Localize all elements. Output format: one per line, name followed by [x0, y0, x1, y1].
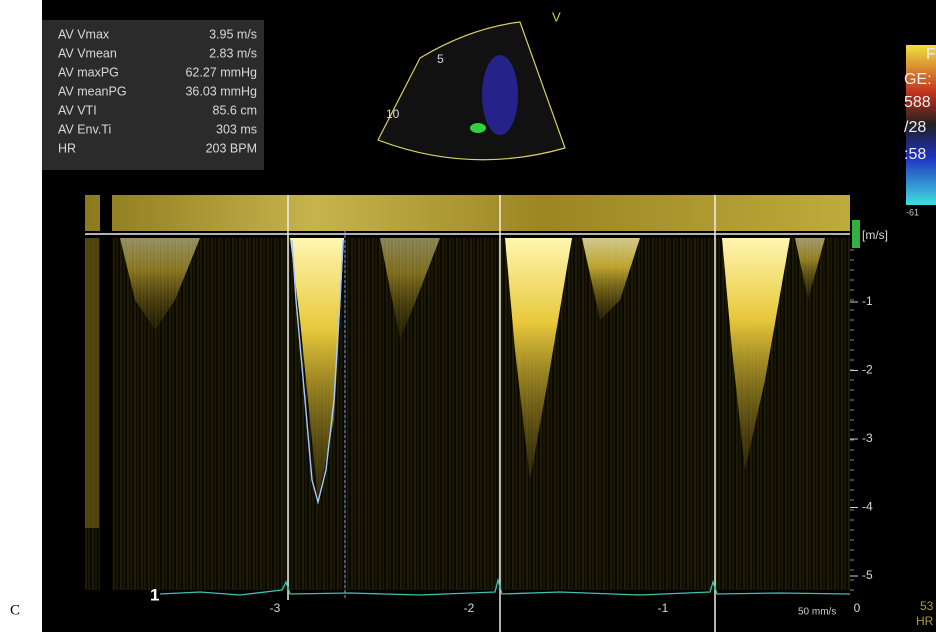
- measurement-label: AV Vmax: [58, 27, 110, 41]
- color-scale-text: :58: [904, 146, 926, 163]
- velocity-tick-label: -1: [862, 294, 873, 308]
- time-tick-label: -1: [658, 601, 669, 615]
- color-scale-text: F: [926, 46, 936, 63]
- depth-label: 5: [437, 52, 444, 66]
- color-scale-text: /28: [904, 119, 926, 136]
- ecg-lead: 1: [150, 585, 159, 604]
- velocity-tick-label: -3: [862, 431, 873, 445]
- color-scale-min: -61: [906, 207, 919, 217]
- time-tick-label: -2: [464, 601, 475, 615]
- ultrasound-figure: C AV Vmax 3.95 m/s AV Vmean 2.83 m/s AV maxP…: [0, 0, 936, 632]
- measurement-value: 203 BPM: [206, 141, 257, 155]
- measurement-value: 62.27 mmHg: [185, 65, 257, 79]
- color-flow: [470, 123, 486, 133]
- color-scale-text: 588: [904, 94, 931, 111]
- gap: [100, 195, 112, 595]
- baseline-marker: [852, 220, 860, 248]
- measurement-label: AV meanPG: [58, 84, 127, 98]
- velocity-tick-label: -4: [862, 500, 873, 514]
- velocity-tick-label: -2: [862, 363, 873, 377]
- sweep-speed: 50 mm/s: [798, 607, 836, 618]
- time-tick-label: -3: [270, 601, 281, 615]
- measurement-value: 2.83 m/s: [209, 46, 257, 60]
- page: C AV Vmax 3.95 m/s AV Vmean 2.83 m/s AV maxP…: [0, 0, 936, 632]
- measurement-value: 303 ms: [216, 122, 257, 136]
- color-scale-text: GE:: [904, 71, 932, 88]
- measurement-value: 85.6 cm: [213, 103, 257, 117]
- color-flow: [482, 55, 518, 135]
- measurement-label: AV Env.Ti: [58, 122, 111, 136]
- spectrum-edge: [85, 238, 99, 528]
- sector-mode: V: [552, 9, 561, 24]
- measurement-value: 3.95 m/s: [209, 27, 257, 41]
- measurement-value: 36.03 mmHg: [185, 84, 257, 98]
- measurement-label: AV VTI: [58, 103, 97, 117]
- hr-label: HR: [916, 614, 934, 628]
- velocity-tick-label: -5: [862, 568, 873, 582]
- panel-label: C: [10, 602, 20, 618]
- measurement-label: HR: [58, 141, 76, 155]
- time-tick-label: 0: [854, 601, 861, 615]
- reverse-flow-band: [85, 195, 850, 231]
- depth-label: 10: [386, 107, 400, 121]
- measurement-label: AV Vmean: [58, 46, 117, 60]
- hr-value: 53: [920, 599, 934, 613]
- measurement-label: AV maxPG: [58, 65, 119, 79]
- velocity-unit: [m/s]: [862, 228, 888, 242]
